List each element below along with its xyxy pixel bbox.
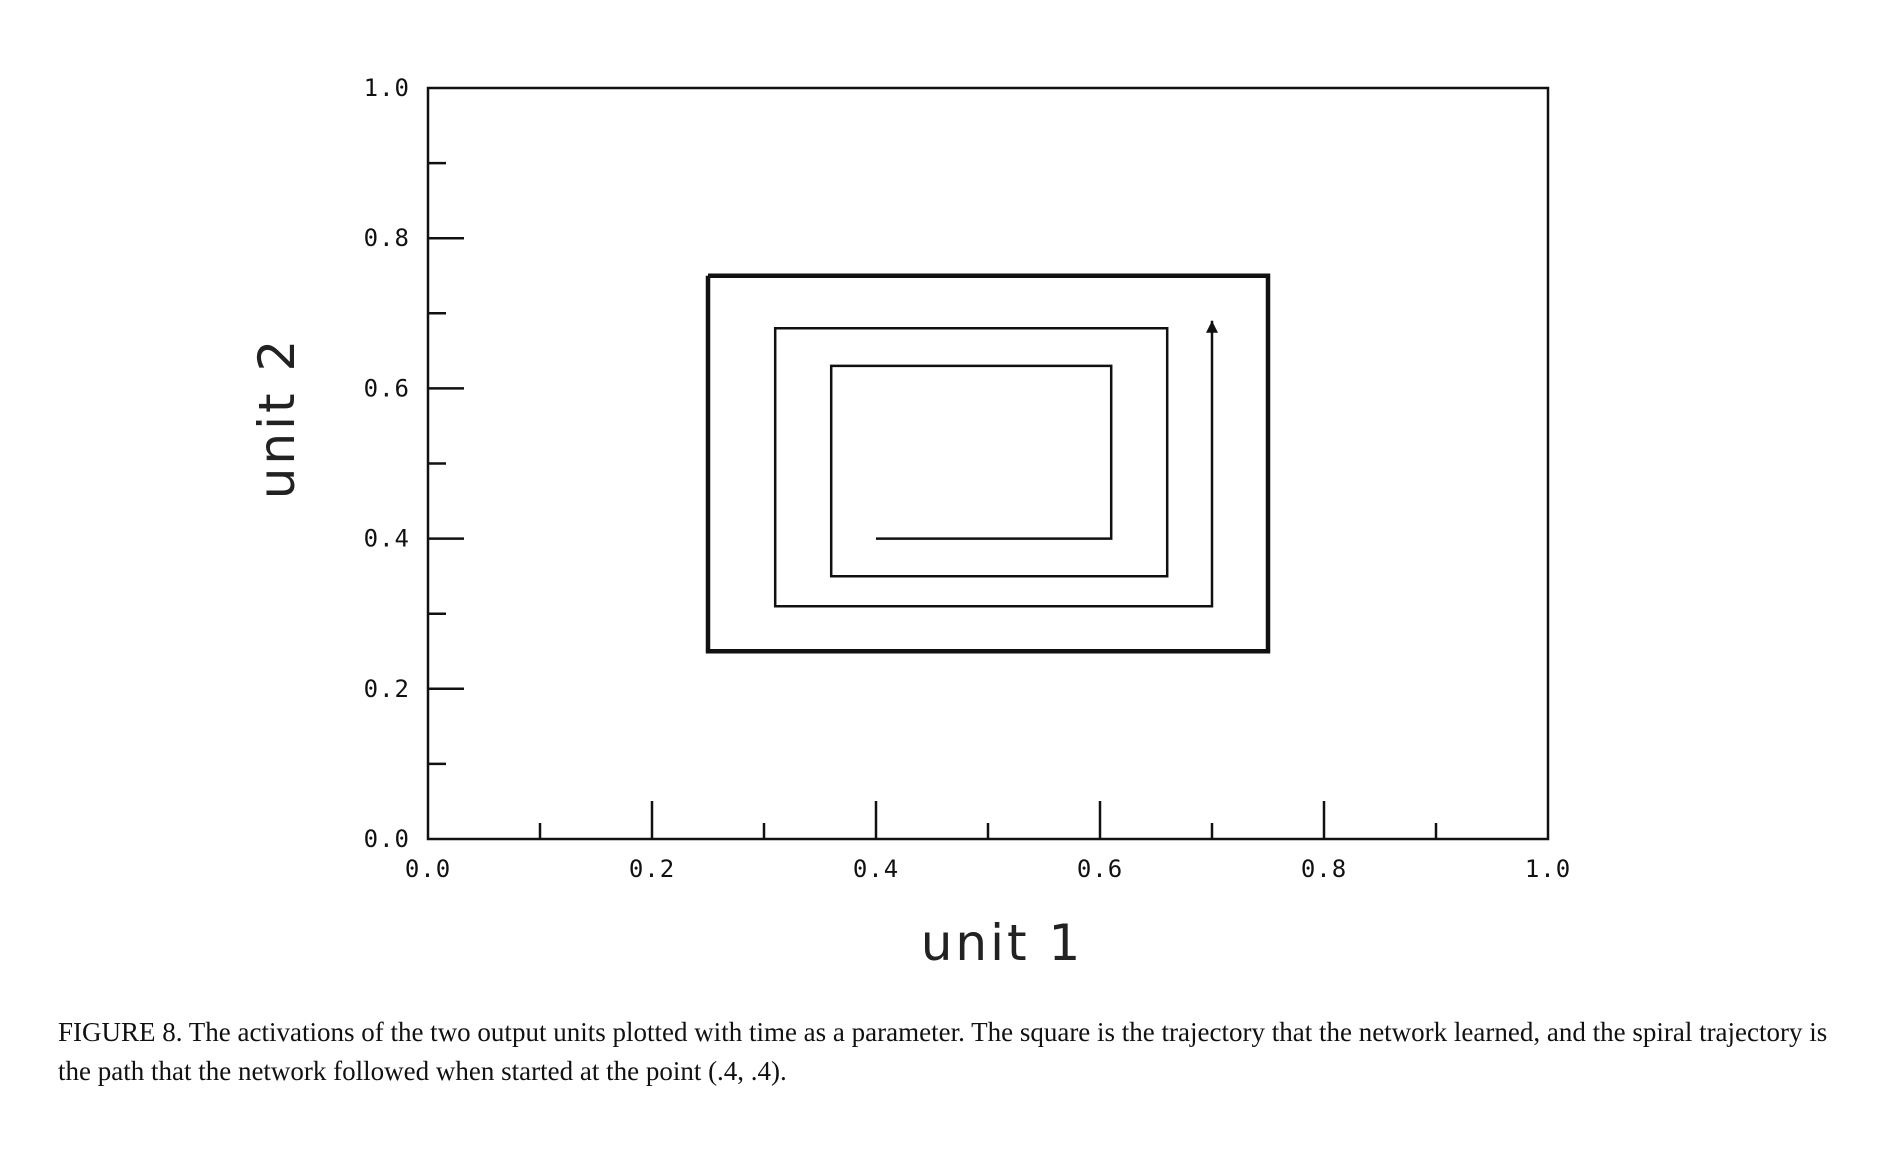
y-tick-label: 0.8	[364, 224, 410, 252]
y-tick-label: 0.0	[364, 825, 410, 853]
y-tick-label: 1.0	[364, 74, 410, 102]
spiral-trajectory-line	[773, 320, 1214, 608]
x-tick-label: 0.6	[1077, 855, 1123, 883]
y-tick-label: 0.4	[364, 525, 410, 553]
x-tick-label: 0.2	[629, 855, 675, 883]
figure-caption: FIGURE 8. The activations of the two out…	[58, 1017, 1828, 1086]
y-tick-label: 0.6	[364, 374, 410, 402]
data-series	[705, 273, 1271, 654]
x-axis-title: unit 1	[921, 914, 1084, 972]
learned-square-line	[705, 273, 1271, 654]
axis-ticks	[428, 161, 1438, 839]
x-tick-label: 0.0	[405, 855, 451, 883]
y-axis-title: unit 2	[248, 337, 306, 500]
tick-labels: 0.0 0.2 0.4 0.6 0.8 1.0 0.0 0.2 0.4 0.6 0.8 1.0	[364, 74, 1571, 883]
plot-border	[426, 86, 1550, 841]
trajectory-arrowhead	[1206, 320, 1218, 333]
x-tick-label: 0.8	[1301, 855, 1347, 883]
y-tick-label: 0.2	[364, 675, 410, 703]
plot-frame	[426, 86, 1550, 841]
x-tick-label: 1.0	[1525, 855, 1571, 883]
x-tick-label: 0.4	[853, 855, 899, 883]
